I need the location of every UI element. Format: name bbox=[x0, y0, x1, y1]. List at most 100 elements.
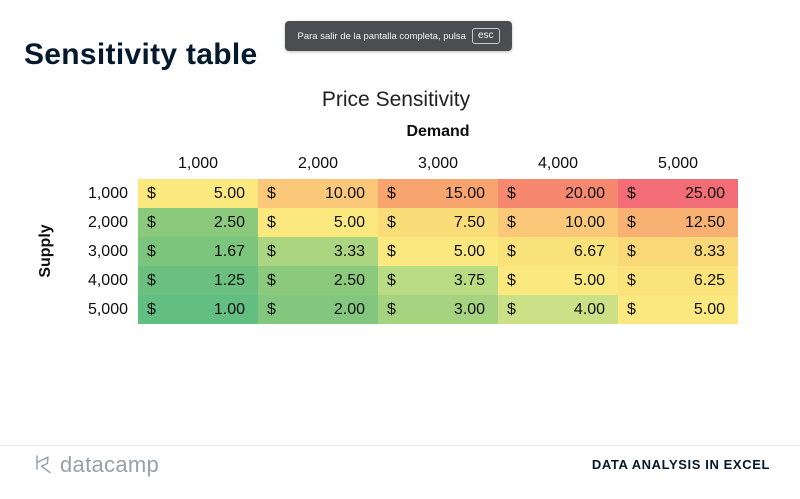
value-cell: $1.00 bbox=[138, 295, 258, 324]
currency-symbol: $ bbox=[387, 242, 396, 260]
currency-symbol: $ bbox=[627, 184, 636, 202]
cell-value: 12.50 bbox=[684, 213, 725, 231]
value-cell: $2.50 bbox=[138, 208, 258, 237]
value-cell: $10.00 bbox=[258, 179, 378, 208]
currency-symbol: $ bbox=[627, 213, 636, 231]
cell-value: 1.00 bbox=[213, 300, 245, 318]
currency-symbol: $ bbox=[267, 184, 276, 202]
cell-value: 5.00 bbox=[573, 271, 605, 289]
cell-value: 3.00 bbox=[453, 300, 485, 318]
currency-symbol: $ bbox=[507, 300, 516, 318]
value-cell: $5.00 bbox=[138, 179, 258, 208]
table-row: 2,000 $2.50 $5.00 $7.50 $10.00 $12.50 bbox=[0, 208, 738, 237]
cell-value: 15.00 bbox=[444, 184, 485, 202]
currency-symbol: $ bbox=[267, 300, 276, 318]
cell-value: 2.00 bbox=[333, 300, 365, 318]
cell-value: 1.67 bbox=[213, 242, 245, 260]
currency-symbol: $ bbox=[627, 271, 636, 289]
value-cell: $1.25 bbox=[138, 266, 258, 295]
course-title: DATA ANALYSIS IN EXCEL bbox=[591, 457, 770, 472]
value-cell: $5.00 bbox=[378, 237, 498, 266]
cell-value: 25.00 bbox=[684, 184, 725, 202]
cell-value: 3.75 bbox=[453, 271, 485, 289]
datacamp-logo-icon bbox=[36, 455, 51, 474]
currency-symbol: $ bbox=[147, 242, 156, 260]
cell-value: 5.00 bbox=[333, 213, 365, 231]
column-header: 3,000 bbox=[417, 155, 459, 172]
row-label: 2,000 bbox=[87, 214, 128, 231]
currency-symbol: $ bbox=[387, 300, 396, 318]
demand-axis-label: Demand bbox=[406, 123, 470, 140]
value-cell: $5.00 bbox=[498, 266, 618, 295]
value-cell: $2.00 bbox=[258, 295, 378, 324]
esc-key-badge: esc bbox=[471, 28, 500, 44]
cell-value: 6.25 bbox=[693, 271, 725, 289]
value-cell: $15.00 bbox=[378, 179, 498, 208]
currency-symbol: $ bbox=[147, 271, 156, 289]
currency-symbol: $ bbox=[387, 271, 396, 289]
cell-value: 10.00 bbox=[324, 184, 365, 202]
value-cell: $1.67 bbox=[138, 237, 258, 266]
value-cell: $6.67 bbox=[498, 237, 618, 266]
value-cell: $2.50 bbox=[258, 266, 378, 295]
cell-value: 8.33 bbox=[693, 242, 725, 260]
value-cell: $12.50 bbox=[618, 208, 738, 237]
cell-value: 6.67 bbox=[573, 242, 605, 260]
toast-text: Para salir de la pantalla completa, puls… bbox=[297, 30, 466, 42]
value-cell: $25.00 bbox=[618, 179, 738, 208]
value-cell: $10.00 bbox=[498, 208, 618, 237]
chart-title: Price Sensitivity bbox=[321, 88, 471, 111]
value-cell: $8.33 bbox=[618, 237, 738, 266]
currency-symbol: $ bbox=[507, 242, 516, 260]
sensitivity-grid: 1,000 $5.00 $10.00 $15.00 $20.00 $25.00 2,000 $… bbox=[0, 179, 738, 324]
currency-symbol: $ bbox=[267, 213, 276, 231]
cell-value: 1.25 bbox=[213, 271, 245, 289]
column-header: 1,000 bbox=[177, 155, 219, 172]
currency-symbol: $ bbox=[387, 184, 396, 202]
currency-symbol: $ bbox=[507, 184, 516, 202]
brand-name: datacamp bbox=[60, 452, 160, 477]
row-label: 4,000 bbox=[87, 272, 128, 289]
footer-divider bbox=[0, 445, 800, 446]
page-title: Sensitivity table bbox=[24, 38, 258, 71]
column-header: 5,000 bbox=[657, 155, 699, 172]
value-cell: $5.00 bbox=[618, 295, 738, 324]
table-row: 4,000 $1.25 $2.50 $3.75 $5.00 $6.25 bbox=[0, 266, 738, 295]
currency-symbol: $ bbox=[387, 213, 396, 231]
table-row: 1,000 $5.00 $10.00 $15.00 $20.00 $25.00 bbox=[0, 179, 738, 208]
currency-symbol: $ bbox=[627, 300, 636, 318]
value-cell: $3.33 bbox=[258, 237, 378, 266]
cell-value: 20.00 bbox=[564, 184, 605, 202]
value-cell: $5.00 bbox=[258, 208, 378, 237]
value-cell: $6.25 bbox=[618, 266, 738, 295]
value-cell: $3.00 bbox=[378, 295, 498, 324]
value-cell: $20.00 bbox=[498, 179, 618, 208]
value-cell: $4.00 bbox=[498, 295, 618, 324]
currency-symbol: $ bbox=[267, 242, 276, 260]
currency-symbol: $ bbox=[267, 271, 276, 289]
row-label: 5,000 bbox=[87, 301, 128, 318]
value-cell: $3.75 bbox=[378, 266, 498, 295]
currency-symbol: $ bbox=[147, 184, 156, 202]
row-label: 1,000 bbox=[87, 185, 128, 202]
column-header: 4,000 bbox=[537, 155, 579, 172]
cell-value: 5.00 bbox=[453, 242, 485, 260]
currency-symbol: $ bbox=[147, 300, 156, 318]
currency-symbol: $ bbox=[507, 271, 516, 289]
cell-value: 5.00 bbox=[213, 184, 245, 202]
fullscreen-exit-toast: Para salir de la pantalla completa, puls… bbox=[285, 21, 512, 51]
datacamp-logo: datacamp bbox=[33, 452, 159, 478]
row-label: 3,000 bbox=[87, 243, 128, 260]
currency-symbol: $ bbox=[147, 213, 156, 231]
value-cell: $7.50 bbox=[378, 208, 498, 237]
cell-value: 5.00 bbox=[693, 300, 725, 318]
cell-value: 10.00 bbox=[564, 213, 605, 231]
table-row: 5,000 $1.00 $2.00 $3.00 $4.00 $5.00 bbox=[0, 295, 738, 324]
cell-value: 2.50 bbox=[333, 271, 365, 289]
column-headers: 1,000 2,000 3,000 4,000 5,000 bbox=[138, 152, 738, 176]
cell-value: 4.00 bbox=[573, 300, 605, 318]
currency-symbol: $ bbox=[627, 242, 636, 260]
cell-value: 3.33 bbox=[333, 242, 365, 260]
cell-value: 7.50 bbox=[453, 213, 485, 231]
